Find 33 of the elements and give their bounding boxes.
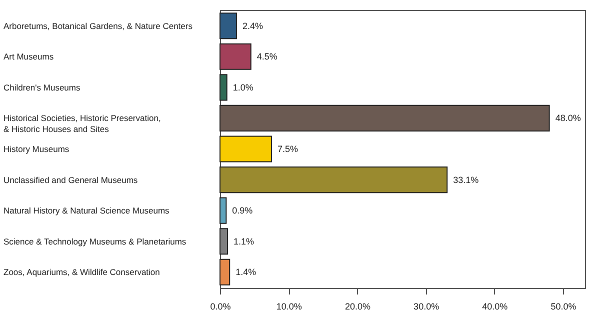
y-tick-label: Zoos, Aquariums, & Wildlife Conservation	[4, 267, 160, 278]
x-tick-label: 10.0%	[276, 302, 302, 312]
y-tick-label: Arboretums, Botanical Gardens, & Nature Centers	[4, 20, 192, 31]
y-tick-label: Science & Technology Museums & Planetariums	[4, 236, 186, 246]
x-tick-label: 30.0%	[414, 302, 440, 312]
y-tick-label: Children's Museums	[4, 82, 80, 92]
x-tick-label: 40.0%	[482, 302, 508, 312]
y-tick-label: Historical Societies, Historic Preservation, & Historic Houses and Sites	[4, 113, 161, 134]
bar	[220, 258, 230, 286]
data-label: 0.9%	[232, 206, 253, 216]
data-label: 2.4%	[242, 20, 263, 31]
y-tick-label: History Museums	[4, 144, 70, 154]
y-tick-label: Natural History & Natural Science Museums	[4, 206, 170, 216]
data-label: 7.5%	[277, 144, 298, 154]
bar	[220, 12, 237, 40]
bar	[220, 43, 252, 70]
data-label: 4.5%	[256, 52, 278, 62]
data-label: 1.0%	[232, 82, 254, 92]
data-label: 33.1%	[453, 174, 479, 185]
x-tick-label: 0.0%	[210, 302, 231, 312]
bar	[220, 228, 228, 255]
y-tick-label: Unclassified and General Museums	[4, 174, 138, 185]
data-label: 48.0%	[555, 113, 581, 124]
bar	[220, 166, 448, 194]
bar	[220, 136, 272, 162]
x-tick-label: 20.0%	[344, 302, 370, 312]
bar	[220, 104, 550, 132]
x-tick-label: 50.0%	[550, 302, 576, 312]
data-label: 1.1%	[234, 236, 254, 246]
y-tick-label: Art Museums	[4, 52, 54, 62]
bar	[220, 74, 228, 101]
bar	[220, 197, 227, 224]
data-label: 1.4%	[236, 267, 256, 278]
